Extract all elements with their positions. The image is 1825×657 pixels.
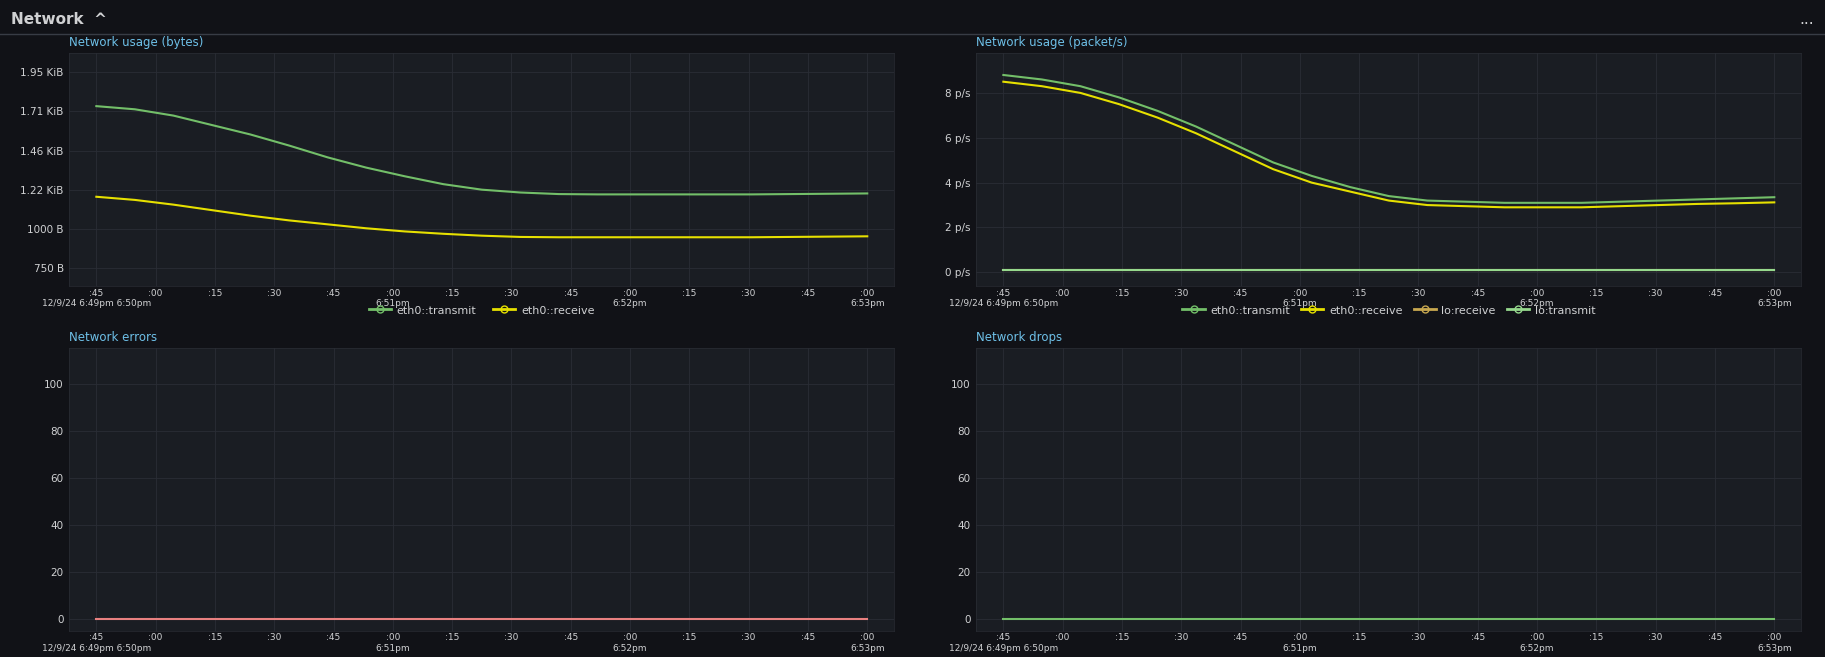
Legend: eth0::transmit, eth0::receive, lo:receive, lo:transmit: eth0::transmit, eth0::receive, lo:receiv… <box>1177 301 1601 320</box>
Text: Network usage (packet/s): Network usage (packet/s) <box>976 35 1128 49</box>
Text: Network drops: Network drops <box>976 331 1062 344</box>
Text: ...: ... <box>1799 12 1814 28</box>
Legend: eth0::transmit, eth0::receive: eth0::transmit, eth0::receive <box>365 301 599 320</box>
Text: Network errors: Network errors <box>69 331 157 344</box>
Text: Network  ^: Network ^ <box>11 12 108 28</box>
Text: Network usage (bytes): Network usage (bytes) <box>69 35 204 49</box>
